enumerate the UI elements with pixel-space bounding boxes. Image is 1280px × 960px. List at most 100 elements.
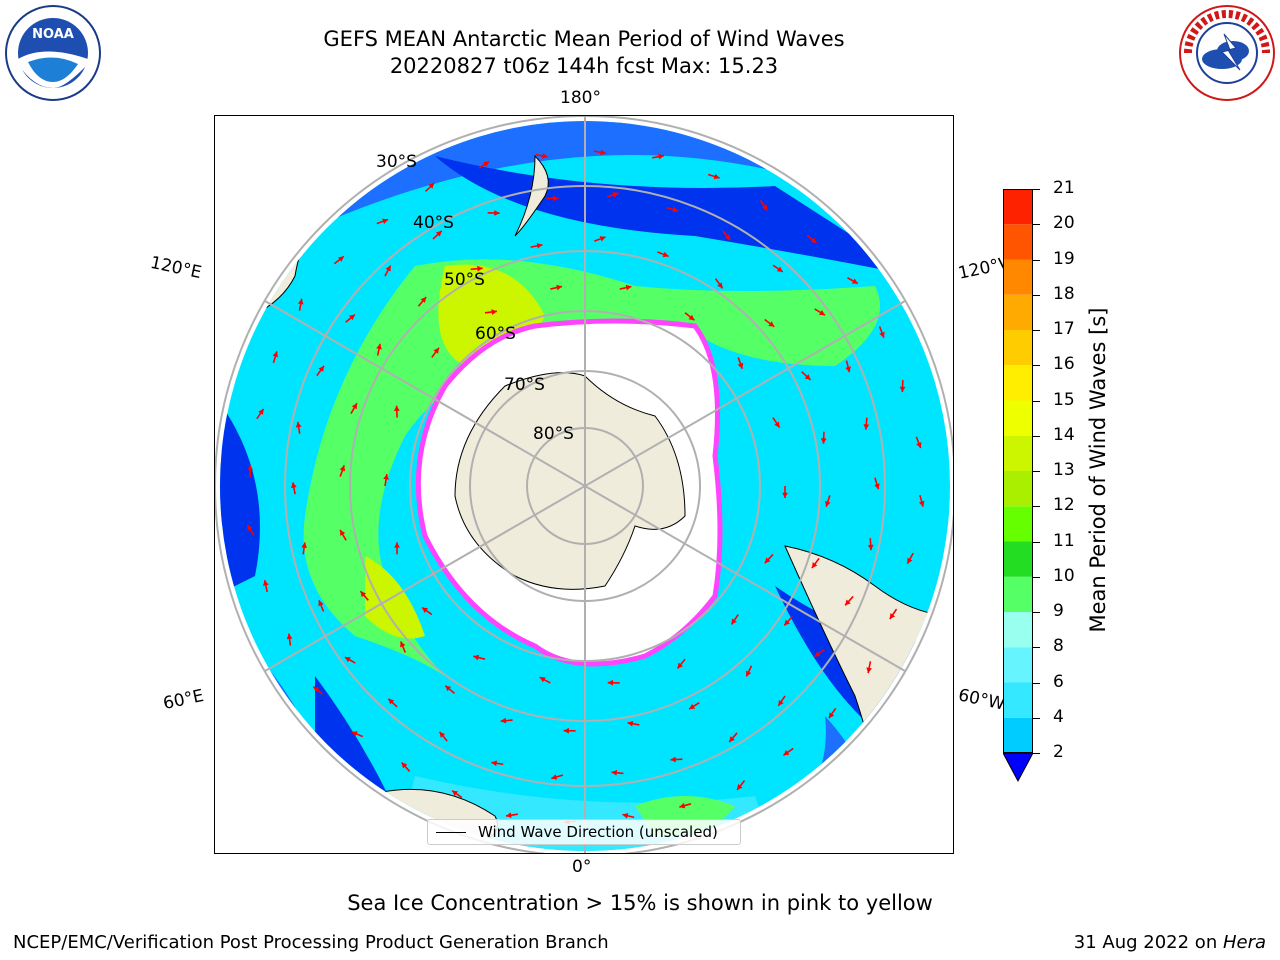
svg-text:NOAA: NOAA: [32, 27, 74, 42]
colorbar: [1003, 189, 1033, 783]
colorbar-tick-mark: [1033, 682, 1040, 684]
wind-wave-arrowhead: [445, 685, 452, 692]
wind-wave-arrowhead: [247, 464, 254, 471]
wind-wave-arrowhead: [907, 557, 913, 564]
wind-wave-arrowhead: [768, 321, 775, 327]
wind-wave-arrowhead: [383, 474, 389, 480]
wind-wave-arrowhead: [724, 234, 731, 241]
colorbar-tick-label: 15: [1053, 389, 1075, 410]
wind-wave-arrowhead: [349, 314, 355, 321]
lon-label-60e: 60°E: [161, 685, 206, 715]
wind-wave-arrowhead: [376, 343, 382, 350]
wind-wave-arrowhead: [491, 309, 497, 315]
wind-wave-arrowhead: [477, 265, 483, 272]
colorbar-tick-label: 18: [1053, 283, 1075, 304]
wind-wave-arrowhead: [551, 774, 558, 780]
lat-label-70s: 70°S: [504, 375, 545, 395]
wind-wave-arrowhead: [625, 284, 632, 291]
wind-wave-arrowhead: [401, 762, 408, 769]
colorbar-segment: [1003, 330, 1033, 366]
legend-line-swatch: [436, 832, 466, 833]
colorbar-tick-mark: [1033, 400, 1040, 402]
wind-wave-arrowhead: [473, 654, 480, 661]
colorbar-segment: [1003, 647, 1033, 683]
wind-wave-arrowhead: [539, 677, 546, 683]
graticule: [215, 116, 953, 853]
chart-subtitle: 20220827 t06z 144h fcst Max: 15.23: [389, 54, 779, 78]
wind-wave-arrowhead: [818, 309, 825, 316]
colorbar-tick-label: 4: [1053, 706, 1064, 727]
wind-wave-arrowhead: [385, 265, 391, 272]
colorbar-tick-mark: [1033, 753, 1040, 754]
wind-wave-arrowhead: [677, 662, 684, 669]
wind-wave-arrowhead: [272, 351, 279, 358]
wind-wave-arrowhead: [351, 403, 357, 410]
wind-wave-arrowhead: [400, 641, 406, 648]
colorbar-tick-label: 14: [1053, 424, 1075, 445]
wind-wave-arrowhead: [825, 500, 831, 507]
wind-wave-arrowhead: [814, 651, 821, 657]
wind-wave-arrowhead: [563, 727, 569, 734]
colorbar-segment: [1003, 576, 1033, 612]
wind-wave-arrowhead: [439, 731, 446, 738]
wind-wave-arrowhead: [428, 183, 435, 189]
wind-wave-arrowhead: [918, 500, 925, 507]
wind-wave-arrowhead: [313, 686, 320, 693]
wind-wave-arrowhead: [874, 483, 880, 490]
colorbar-segment: [1003, 717, 1033, 753]
colorbar-tick-label: 19: [1053, 248, 1075, 269]
colorbar-tick-label: 10: [1053, 565, 1075, 586]
wind-wave-arrowhead: [394, 542, 400, 548]
wind-wave-arrowhead: [689, 703, 696, 710]
wind-wave-arrowhead: [422, 607, 429, 613]
colorbar-title: Mean Period of Wind Waves [s]: [1086, 307, 1110, 633]
wind-wave-arrowhead: [600, 149, 606, 156]
wind-wave-arrowhead: [811, 562, 818, 569]
colorbar-tick-mark: [1033, 189, 1040, 190]
wind-wave-arrowhead: [899, 386, 906, 393]
map-canvas: [215, 116, 953, 853]
legend-label: Wind Wave Direction (unscaled): [478, 823, 718, 841]
wind-wave-arrowhead: [351, 731, 358, 737]
wind-wave-arrowhead: [339, 465, 346, 472]
colorbar-extend-arrow: [1003, 752, 1033, 783]
wind-wave-arrowhead: [505, 812, 512, 819]
wind-wave-arrowhead: [863, 424, 870, 430]
colorbar-tick-label: 16: [1053, 354, 1075, 375]
footer-right: 31 Aug 2022 on Hera: [1074, 932, 1266, 953]
wind-wave-arrowhead: [662, 251, 669, 258]
wind-wave-arrowhead: [612, 191, 619, 198]
wind-wave-arrowhead: [340, 529, 346, 536]
wind-wave-arrowhead: [452, 790, 459, 797]
wind-wave-arrowhead: [784, 619, 790, 626]
lat-label-60s: 60°S: [475, 324, 516, 344]
wind-wave-arrowhead: [679, 802, 686, 809]
colorbar-tick-mark: [1033, 471, 1040, 472]
wind-wave-arrowhead: [420, 297, 427, 303]
colorbar-tick-label: 21: [1053, 178, 1075, 198]
wind-wave-arrowhead: [782, 492, 788, 498]
wind-wave-arrowhead: [607, 679, 614, 686]
colorbar-tick-label: 8: [1053, 636, 1064, 657]
colorbar-tick-mark: [1033, 330, 1040, 331]
colorbar-segment: [1003, 682, 1033, 718]
wind-wave-arrowhead: [746, 670, 752, 677]
map-panel: [214, 115, 954, 854]
wind-wave-arrowhead: [672, 206, 679, 213]
map-legend: Wind Wave Direction (unscaled): [427, 819, 741, 845]
wind-wave-arrowhead: [879, 331, 885, 338]
wind-wave-arrowhead: [622, 812, 629, 819]
wind-wave-arrowhead: [851, 278, 858, 284]
wind-wave-arrowhead: [810, 237, 817, 244]
wind-wave-arrowhead: [553, 195, 559, 202]
wind-wave-arrowhead: [297, 298, 304, 305]
wind-wave-arrowhead: [717, 282, 723, 289]
colorbar-segment: [1003, 189, 1033, 225]
wind-wave-arrowhead: [556, 284, 562, 291]
wind-wave-arrowhead: [258, 408, 264, 415]
wind-wave-arrowhead: [388, 698, 395, 705]
lon-label-180: 180°: [560, 88, 601, 108]
colorbar-segment: [1003, 365, 1033, 401]
colorbar-segment: [1003, 612, 1033, 648]
colorbar-tick-mark: [1033, 541, 1040, 543]
